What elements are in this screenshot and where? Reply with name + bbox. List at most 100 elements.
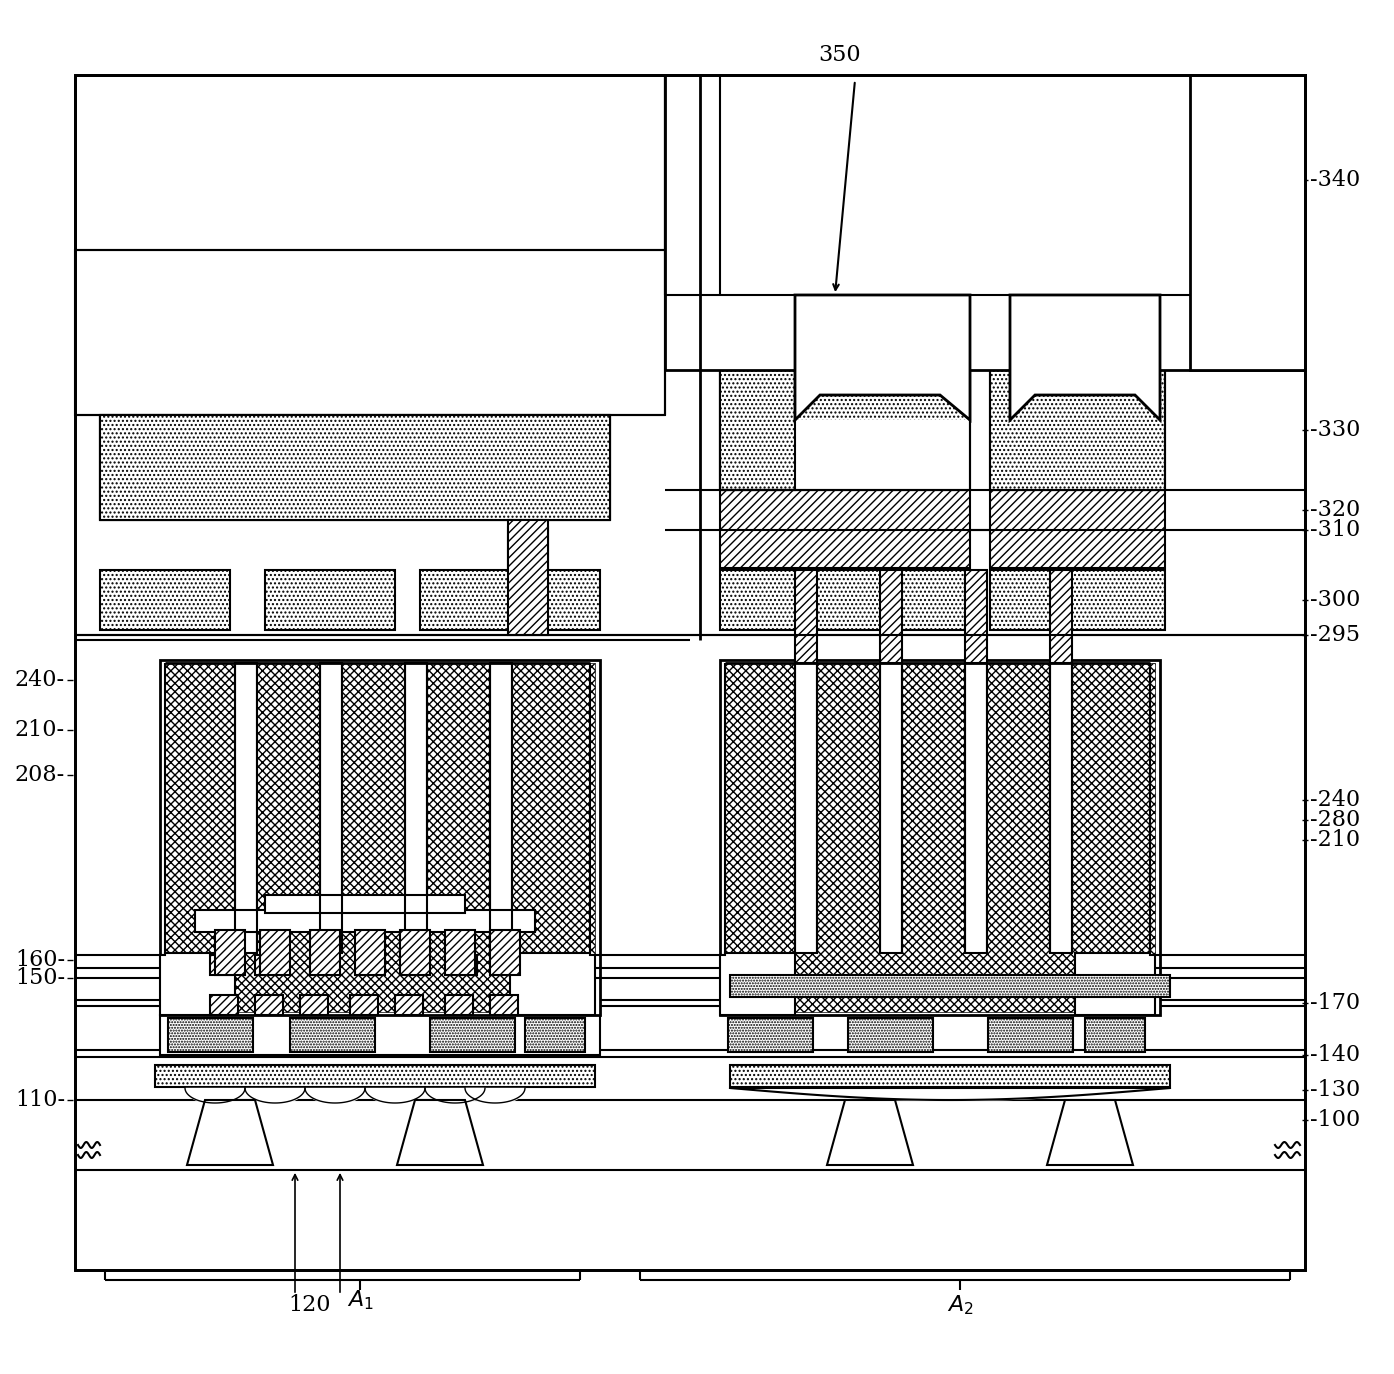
Bar <box>290 1018 375 1052</box>
Bar <box>160 1015 599 1055</box>
Bar <box>491 930 520 976</box>
Bar <box>265 570 395 631</box>
Bar <box>395 995 422 1015</box>
Bar <box>725 664 1156 1013</box>
Polygon shape <box>719 295 970 491</box>
Bar <box>321 664 342 954</box>
Polygon shape <box>160 954 236 1015</box>
Bar <box>719 491 970 567</box>
Bar <box>164 664 595 1013</box>
Bar <box>1050 664 1072 954</box>
Bar <box>880 570 902 664</box>
Polygon shape <box>795 295 970 420</box>
Polygon shape <box>990 295 1165 491</box>
Bar <box>990 295 1165 491</box>
Bar <box>445 930 475 976</box>
Bar <box>965 570 987 664</box>
Bar <box>990 570 1165 631</box>
Bar <box>730 976 1170 998</box>
Bar <box>1050 570 1072 664</box>
Bar <box>491 664 512 954</box>
Bar <box>169 1018 252 1052</box>
Polygon shape <box>1011 295 1160 420</box>
Bar <box>236 664 256 954</box>
Bar <box>795 664 817 954</box>
Bar <box>355 930 385 976</box>
Bar <box>195 910 535 932</box>
Bar <box>730 1065 1170 1087</box>
Bar <box>880 664 902 954</box>
Bar <box>255 995 283 1015</box>
Bar <box>160 660 599 1015</box>
Bar <box>360 955 382 976</box>
Bar <box>309 930 340 976</box>
Bar <box>210 995 238 1015</box>
Text: $A_2$: $A_2$ <box>947 1293 973 1316</box>
Text: -340: -340 <box>1310 169 1361 191</box>
Text: 110-: 110- <box>15 1090 66 1112</box>
Polygon shape <box>397 1101 482 1165</box>
Text: -170: -170 <box>1310 992 1361 1014</box>
Text: -140: -140 <box>1310 1044 1361 1066</box>
Bar <box>255 955 277 976</box>
Bar <box>100 415 611 519</box>
Bar <box>848 1018 933 1052</box>
Text: 120: 120 <box>289 1294 332 1316</box>
Bar <box>75 76 1305 1270</box>
Bar <box>1085 1018 1144 1052</box>
Polygon shape <box>1075 954 1156 1015</box>
Bar <box>719 570 970 631</box>
Text: -330: -330 <box>1310 419 1361 441</box>
Bar <box>719 295 970 420</box>
Bar <box>988 1018 1073 1052</box>
Bar <box>491 995 519 1015</box>
Bar <box>406 955 427 976</box>
Bar <box>526 1018 585 1052</box>
Bar <box>406 664 427 954</box>
Bar <box>215 930 245 976</box>
Polygon shape <box>827 1101 913 1165</box>
Polygon shape <box>187 1101 273 1165</box>
Text: 210-: 210- <box>15 719 66 741</box>
Bar <box>719 660 1160 1015</box>
Bar <box>454 955 477 976</box>
Bar <box>400 930 429 976</box>
Bar <box>719 295 970 491</box>
Bar <box>350 995 378 1015</box>
Bar <box>1190 76 1305 370</box>
Bar <box>155 1065 595 1087</box>
Text: -210: -210 <box>1310 829 1361 851</box>
Bar <box>309 955 332 976</box>
Bar <box>75 250 665 415</box>
Bar <box>210 955 231 976</box>
Bar <box>100 570 230 631</box>
Polygon shape <box>1047 1101 1133 1165</box>
Bar <box>507 519 548 635</box>
Text: 208-: 208- <box>15 764 66 786</box>
Text: 240-: 240- <box>15 669 66 691</box>
Text: -130: -130 <box>1310 1079 1361 1101</box>
Bar <box>265 894 466 912</box>
Text: -310: -310 <box>1310 519 1361 541</box>
Bar <box>75 76 1305 1270</box>
Bar <box>100 415 611 519</box>
Text: 160-: 160- <box>15 949 66 971</box>
Bar <box>507 528 548 570</box>
Text: -295: -295 <box>1310 624 1361 646</box>
Bar <box>965 664 987 954</box>
Bar <box>261 930 290 976</box>
Text: -240: -240 <box>1310 789 1361 811</box>
Polygon shape <box>510 954 595 1015</box>
Polygon shape <box>719 954 795 1015</box>
Bar <box>190 976 590 995</box>
Text: -280: -280 <box>1310 809 1361 831</box>
Text: -100: -100 <box>1310 1109 1361 1131</box>
Bar <box>300 995 328 1015</box>
Bar <box>795 570 817 664</box>
Text: 350: 350 <box>818 44 861 66</box>
Text: 150-: 150- <box>15 967 66 989</box>
Bar <box>420 570 599 631</box>
Bar <box>990 491 1165 567</box>
Text: -320: -320 <box>1310 499 1361 521</box>
Text: $A_1$: $A_1$ <box>347 1289 374 1312</box>
